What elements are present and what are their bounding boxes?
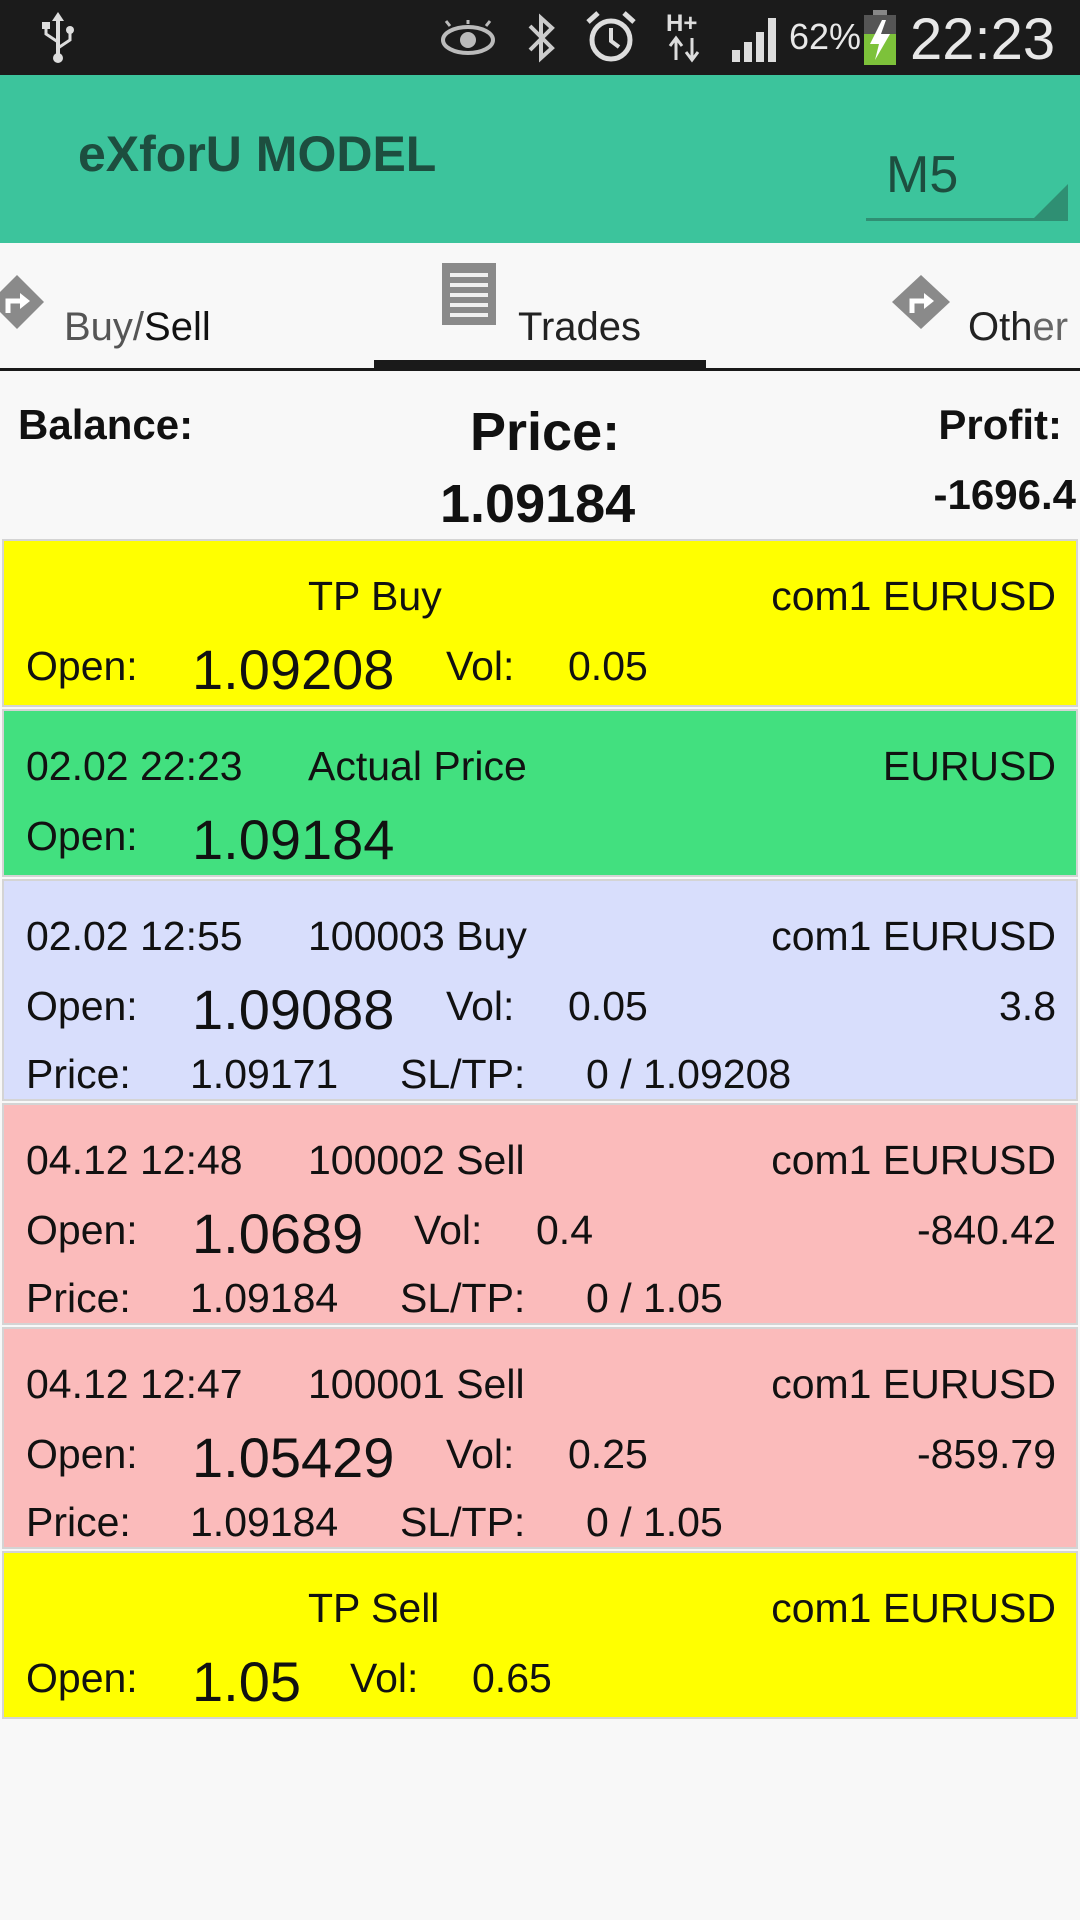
trade-card-100001[interactable]: 04.12 12:47 100001 Sell com1 EURUSD Open… xyxy=(2,1327,1078,1549)
profit-value: -1696.4 xyxy=(933,471,1076,518)
network-label: H+ xyxy=(666,10,698,37)
open-value: 1.0689 xyxy=(192,1202,364,1265)
trade-card-100003[interactable]: 02.02 12:55 100003 Buy com1 EURUSD Open:… xyxy=(2,879,1078,1101)
tab-sell-label: Sell xyxy=(144,305,211,349)
price-label: Price: xyxy=(26,1051,131,1097)
eye-icon xyxy=(441,20,495,55)
vol-value: 0.05 xyxy=(568,643,648,689)
trade-symbol: com1 EURUSD xyxy=(771,573,1056,619)
app-bar: eXforU MODEL M5 xyxy=(0,75,1080,243)
tab-other-label: Other xyxy=(968,305,1068,350)
tab-other-label-a: Oth xyxy=(968,305,1033,349)
timeframe-spinner[interactable]: M5 xyxy=(866,135,1068,221)
status-clock: 22:23 xyxy=(910,7,1056,72)
tab-other[interactable]: Other xyxy=(880,243,1080,368)
current-price: 1.09184 xyxy=(190,1275,339,1321)
vol-label: Vol: xyxy=(446,1431,515,1477)
trade-time: 02.02 22:23 xyxy=(26,743,243,789)
profit-label: Profit: xyxy=(938,401,1062,448)
trade-card-tp-buy[interactable]: TP Buy com1 EURUSD Open: 1.09208 Vol: 0.… xyxy=(2,539,1078,707)
vol-label: Vol: xyxy=(446,983,515,1029)
vol-label: Vol: xyxy=(414,1207,483,1253)
sltp-value: 0 / 1.09208 xyxy=(586,1051,792,1097)
open-label: Open: xyxy=(26,1655,138,1701)
price-label: Price: xyxy=(26,1499,131,1545)
vol-label: Vol: xyxy=(350,1655,419,1701)
trade-symbol: EURUSD xyxy=(882,743,1056,789)
open-value: 1.05429 xyxy=(192,1426,395,1489)
open-label: Open: xyxy=(26,813,138,859)
network-hplus-icon: H+ xyxy=(662,10,708,64)
battery-charging-icon xyxy=(864,10,896,65)
tab-bar: Buy/Sell Trades Other xyxy=(0,243,1080,371)
open-label: Open: xyxy=(26,983,138,1029)
turn-right-diamond-icon xyxy=(0,275,44,329)
dropdown-arrow-icon xyxy=(1034,184,1068,218)
trade-title: TP Buy xyxy=(308,573,442,619)
trade-title: 100002 Sell xyxy=(308,1137,525,1183)
open-value: 1.05 xyxy=(192,1650,301,1713)
list-document-icon xyxy=(442,263,496,325)
current-price: 1.09171 xyxy=(190,1051,339,1097)
turn-right-diamond-icon xyxy=(892,275,950,329)
open-value: 1.09184 xyxy=(192,808,395,871)
usb-icon xyxy=(42,12,74,63)
trade-time: 02.02 12:55 xyxy=(26,913,243,959)
app-title: eXforU MODEL xyxy=(78,126,437,182)
price-label: Price: xyxy=(470,402,621,462)
account-summary: Balance: Price: 1.09184 Profit: -1696.4 xyxy=(0,371,1080,539)
open-label: Open: xyxy=(26,1431,138,1477)
sltp-label: SL/TP: xyxy=(400,1275,526,1321)
vol-label: Vol: xyxy=(446,643,515,689)
sltp-value: 0 / 1.05 xyxy=(586,1499,723,1545)
open-value: 1.09208 xyxy=(192,638,395,701)
trade-symbol: com1 EURUSD xyxy=(771,913,1056,959)
battery-percent: 62% xyxy=(789,16,862,57)
price-value: 1.09184 xyxy=(440,474,636,534)
sltp-value: 0 / 1.05 xyxy=(586,1275,723,1321)
vol-value: 0.4 xyxy=(536,1207,593,1253)
current-price: 1.09184 xyxy=(190,1499,339,1545)
price-label: Price: xyxy=(26,1275,131,1321)
trade-time: 04.12 12:47 xyxy=(26,1361,243,1407)
trade-time: 04.12 12:48 xyxy=(26,1137,243,1183)
tab-trades[interactable]: Trades xyxy=(374,243,706,368)
vol-value: 0.05 xyxy=(568,983,648,1029)
vol-value: 0.65 xyxy=(472,1655,552,1701)
open-value: 1.09088 xyxy=(192,978,395,1041)
trade-card-tp-sell[interactable]: TP Sell com1 EURUSD Open: 1.05 Vol: 0.65 xyxy=(2,1551,1078,1719)
bluetooth-icon xyxy=(528,13,555,63)
open-label: Open: xyxy=(26,1207,138,1253)
trade-profit: -840.42 xyxy=(916,1207,1056,1253)
trade-card-100002[interactable]: 04.12 12:48 100002 Sell com1 EURUSD Open… xyxy=(2,1103,1078,1325)
trade-symbol: com1 EURUSD xyxy=(771,1361,1056,1407)
tab-buy-label: Buy/ xyxy=(64,305,145,349)
trade-profit: -859.79 xyxy=(916,1431,1056,1477)
sltp-label: SL/TP: xyxy=(400,1499,526,1545)
vol-value: 0.25 xyxy=(568,1431,648,1477)
tab-buy-sell[interactable]: Buy/Sell xyxy=(0,243,260,368)
signal-icon xyxy=(732,18,776,62)
trade-title: 100003 Buy xyxy=(308,913,527,959)
trade-profit: 3.8 xyxy=(999,983,1056,1029)
trade-card-actual-price[interactable]: 02.02 22:23 Actual Price EURUSD Open: 1.… xyxy=(2,709,1078,877)
trade-symbol: com1 EURUSD xyxy=(771,1585,1056,1631)
trade-symbol: com1 EURUSD xyxy=(771,1137,1056,1183)
alarm-icon xyxy=(586,11,636,62)
trade-title: 100001 Sell xyxy=(308,1361,525,1407)
sltp-label: SL/TP: xyxy=(400,1051,526,1097)
trade-title: TP Sell xyxy=(308,1585,440,1631)
open-label: Open: xyxy=(26,643,138,689)
tab-trades-label: Trades xyxy=(518,305,642,349)
balance-label: Balance: xyxy=(18,401,194,448)
tab-other-label-b: er xyxy=(1032,305,1069,349)
tab-buy-sell-label: Buy/Sell xyxy=(64,305,211,350)
trade-title: Actual Price xyxy=(308,743,527,789)
timeframe-value: M5 xyxy=(886,146,959,204)
status-bar: H+ 62% 22:23 xyxy=(0,0,1080,75)
